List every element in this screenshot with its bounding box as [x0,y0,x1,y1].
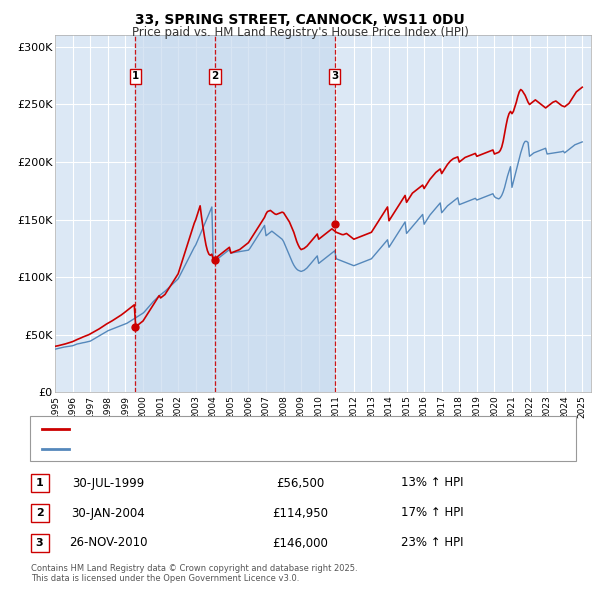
Text: 30-JUL-1999: 30-JUL-1999 [72,477,144,490]
Bar [215,35,335,392]
Text: 3: 3 [36,538,43,548]
Text: £56,500: £56,500 [276,477,324,490]
Text: 1: 1 [132,71,139,81]
Text: 23% ↑ HPI: 23% ↑ HPI [401,536,463,549]
Text: 30-JAN-2004: 30-JAN-2004 [71,506,145,520]
Text: 2: 2 [211,71,218,81]
Text: £146,000: £146,000 [272,536,328,549]
Text: 3: 3 [331,71,338,81]
Text: 1: 1 [36,478,43,488]
Text: 33, SPRING STREET, CANNOCK, WS11 0DU (semi-detached house): 33, SPRING STREET, CANNOCK, WS11 0DU (se… [73,424,404,434]
Text: 13% ↑ HPI: 13% ↑ HPI [401,477,463,490]
Text: £114,950: £114,950 [272,506,328,520]
Text: Contains HM Land Registry data © Crown copyright and database right 2025.
This d: Contains HM Land Registry data © Crown c… [31,563,357,583]
Text: HPI: Average price, semi-detached house, Cannock Chase: HPI: Average price, semi-detached house,… [73,444,362,454]
Text: Price paid vs. HM Land Registry's House Price Index (HPI): Price paid vs. HM Land Registry's House … [131,26,469,39]
Bar [136,35,215,392]
Text: 17% ↑ HPI: 17% ↑ HPI [401,506,463,520]
Text: 26-NOV-2010: 26-NOV-2010 [69,536,147,549]
Text: 33, SPRING STREET, CANNOCK, WS11 0DU: 33, SPRING STREET, CANNOCK, WS11 0DU [135,13,465,27]
Text: 2: 2 [36,508,43,518]
